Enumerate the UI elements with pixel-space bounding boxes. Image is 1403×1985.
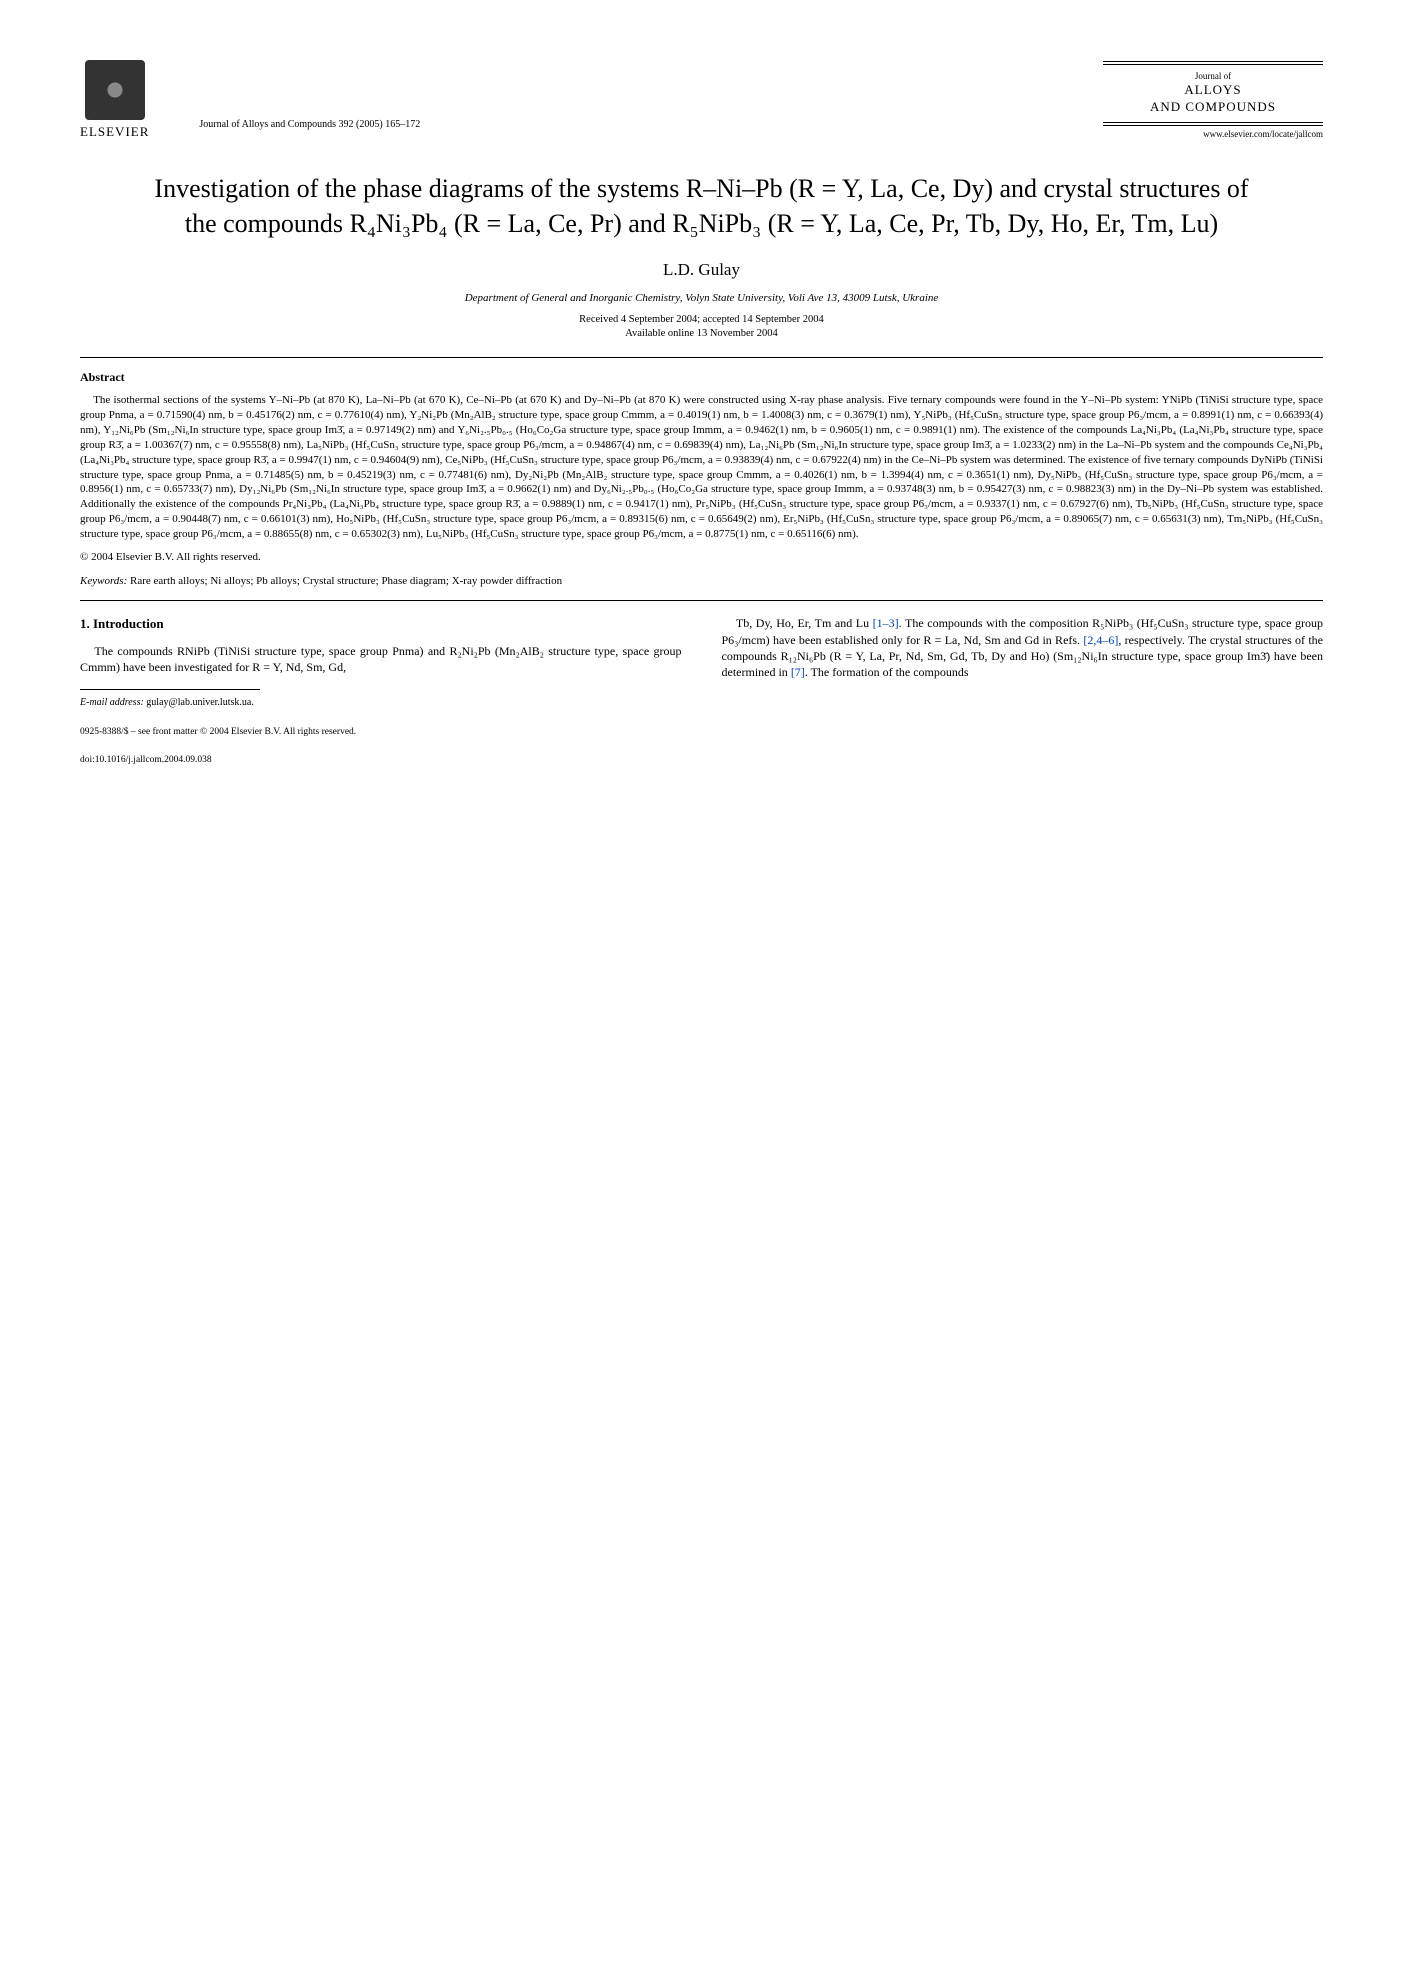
dates-received: Received 4 September 2004; accepted 14 S… — [579, 314, 824, 325]
journal-box-wrapper: Journal of ALLOYS AND COMPOUNDS www.else… — [1103, 61, 1323, 141]
abstract-body: The isothermal sections of the systems Y… — [80, 393, 1323, 541]
footnote-email: gulay@lab.univer.lutsk.ua. — [144, 697, 254, 708]
keywords-text: Rare earth alloys; Ni alloys; Pb alloys;… — [127, 575, 562, 587]
footnote-separator — [80, 689, 260, 690]
affiliation: Department of General and Inorganic Chem… — [80, 291, 1323, 305]
publisher-name: ELSEVIER — [80, 124, 149, 141]
footer-doi: doi:10.1016/j.jallcom.2004.09.038 — [80, 754, 1323, 766]
abstract-text: The isothermal sections of the systems Y… — [80, 393, 1323, 541]
keywords-label: Keywords: — [80, 575, 127, 587]
article-title: Investigation of the phase diagrams of t… — [140, 171, 1263, 241]
dates-online: Available online 13 November 2004 — [625, 328, 778, 339]
copyright-line: © 2004 Elsevier B.V. All rights reserved… — [80, 550, 1323, 564]
journal-url: www.elsevier.com/locate/jallcom — [1103, 129, 1323, 141]
intro-r-4: . The formation of the compounds — [805, 665, 969, 679]
footnote-label: E-mail address: — [80, 697, 144, 708]
ref-link-2-4-6[interactable]: [2,4–6] — [1083, 633, 1118, 647]
intro-r-1: Tb, Dy, Ho, Er, Tm and Lu — [736, 616, 873, 630]
body-columns: 1. Introduction The compounds RNiPb (TiN… — [80, 615, 1323, 709]
journal-box: Journal of ALLOYS AND COMPOUNDS — [1103, 61, 1323, 126]
intro-para-left: The compounds RNiPb (TiNiSi structure ty… — [80, 643, 682, 675]
journal-citation: Journal of Alloys and Compounds 392 (200… — [199, 118, 420, 141]
publisher-logo: ELSEVIER — [80, 60, 149, 141]
publisher-block: ELSEVIER Journal of Alloys and Compounds… — [80, 60, 420, 141]
author-name: L.D. Gulay — [80, 259, 1323, 281]
footer-issn: 0925-8388/$ – see front matter © 2004 El… — [80, 726, 1323, 738]
footnote: E-mail address: gulay@lab.univer.lutsk.u… — [80, 696, 682, 710]
ref-link-7[interactable]: [7] — [791, 665, 805, 679]
ref-link-1-3[interactable]: [1–3] — [873, 616, 899, 630]
intro-para-right: Tb, Dy, Ho, Er, Tm and Lu [1–3]. The com… — [722, 615, 1324, 680]
rule-top — [80, 357, 1323, 358]
journal-box-name: ALLOYS AND COMPOUNDS — [1123, 82, 1303, 116]
column-left: 1. Introduction The compounds RNiPb (TiN… — [80, 615, 682, 709]
abstract-heading: Abstract — [80, 370, 1323, 386]
header-row: ELSEVIER Journal of Alloys and Compounds… — [80, 60, 1323, 141]
keywords-line: Keywords: Rare earth alloys; Ni alloys; … — [80, 574, 1323, 588]
article-dates: Received 4 September 2004; accepted 14 S… — [80, 313, 1323, 340]
column-right: Tb, Dy, Ho, Er, Tm and Lu [1–3]. The com… — [722, 615, 1324, 709]
intro-heading: 1. Introduction — [80, 615, 682, 633]
journal-box-label: Journal of — [1123, 71, 1303, 83]
rule-bottom — [80, 600, 1323, 601]
elsevier-tree-icon — [85, 60, 145, 120]
